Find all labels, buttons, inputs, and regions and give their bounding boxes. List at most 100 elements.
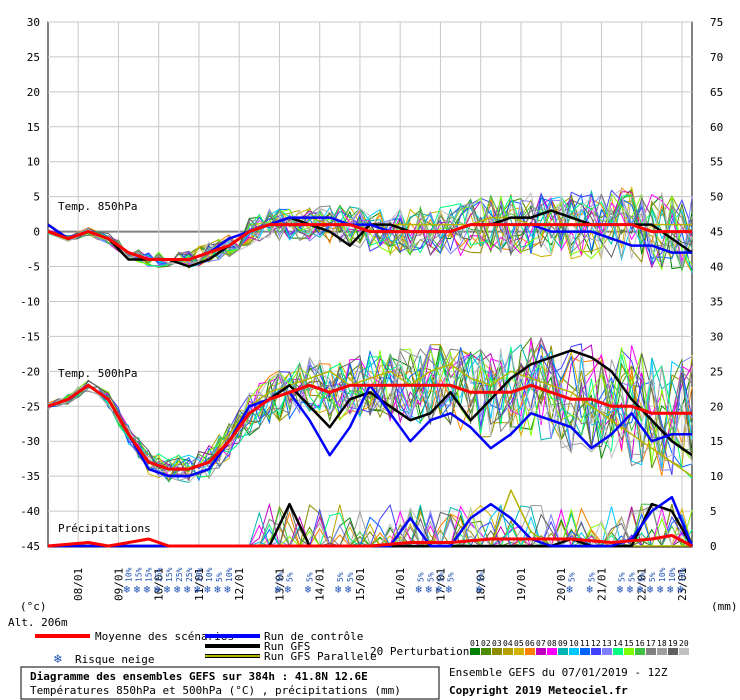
perturbation-line-t500: [47, 347, 693, 472]
right-tick-label: 75: [710, 16, 723, 29]
snow-risk-label: 5%: [628, 572, 637, 582]
right-tick-label: 40: [710, 261, 723, 274]
snowflake-icon: ❄: [164, 583, 171, 596]
palette-swatch: [657, 648, 667, 655]
snow-risk-label: 5%: [346, 572, 355, 582]
x-tick-label: 17/01: [434, 568, 447, 601]
snowflake-icon: ❄: [335, 583, 342, 596]
snow-risk-label: 5%: [336, 572, 345, 582]
snow-risk-label: 5%: [618, 572, 627, 582]
snow-risk-label: 5%: [426, 572, 435, 582]
perturbation-line-t500: [47, 353, 693, 482]
footer-title: Diagramme des ensembles GEFS sur 384h : …: [30, 670, 368, 683]
palette-swatch: [536, 648, 546, 655]
left-tick-label: 20: [27, 86, 40, 99]
right-tick-label: 5: [710, 505, 717, 518]
palette-swatch: [580, 648, 590, 655]
left-tick-label: 0: [33, 226, 40, 239]
snow-risk-label: 10%: [205, 567, 214, 582]
palette-id-label: 06: [525, 639, 535, 648]
palette-swatch: [481, 648, 491, 655]
panel-label-precip: Précipitations: [58, 522, 151, 535]
palette-swatch: [646, 648, 656, 655]
snow-risk-label: 5%: [416, 572, 425, 582]
left-unit: (°c): [20, 600, 47, 613]
x-tick-label: 20/01: [555, 568, 568, 601]
snow-risk-label: 25%: [175, 567, 184, 582]
snowflake-icon: ❄: [425, 583, 432, 596]
snowflake-icon: ❄: [134, 583, 141, 596]
palette-swatch: [558, 648, 568, 655]
palette-id-label: 08: [547, 639, 557, 648]
snowflake-icon: ❄: [53, 652, 62, 667]
palette-swatch: [668, 648, 678, 655]
snow-risk-label: 10%: [125, 567, 134, 582]
perturbation-line-t500: [47, 346, 693, 483]
palette-swatch: [613, 648, 623, 655]
palette-swatch: [569, 648, 579, 655]
legend-snow-label: Risque neige: [75, 653, 154, 666]
palette-swatch: [635, 648, 645, 655]
snowflake-icon: ❄: [586, 583, 593, 596]
palette-id-label: 03: [492, 639, 502, 648]
right-tick-label: 25: [710, 365, 723, 378]
left-tick-label: -15: [20, 330, 40, 343]
palette-swatch: [679, 648, 689, 655]
snowflake-icon: ❄: [204, 583, 211, 596]
snow-risk-label: 10%: [668, 567, 677, 582]
right-tick-label: 55: [710, 156, 723, 169]
snowflake-icon: ❄: [224, 583, 231, 596]
right-tick-label: 45: [710, 226, 723, 239]
snow-risk-label: 15%: [165, 567, 174, 582]
snow-risk-label: 25%: [155, 567, 164, 582]
palette-id-label: 12: [591, 639, 601, 648]
footer-copyright: Copyright 2019 Meteociel.fr: [449, 684, 628, 697]
palette-id-label: 04: [503, 639, 513, 648]
right-tick-label: 0: [710, 540, 717, 553]
palette-swatch: [547, 648, 557, 655]
footer-run-info: Ensemble GEFS du 07/01/2019 - 12Z: [449, 666, 668, 679]
snowflake-icon: ❄: [345, 583, 352, 596]
snowflake-icon: ❄: [677, 583, 684, 596]
left-tick-label: 25: [27, 51, 40, 64]
snowflake-icon: ❄: [415, 583, 422, 596]
snowflake-icon: ❄: [124, 583, 131, 596]
palette-swatch: [514, 648, 524, 655]
series-line-t850: [47, 223, 692, 261]
panel-label-t850: Temp. 850hPa: [58, 200, 137, 213]
main-series-lines: [47, 209, 694, 548]
x-tick-label: 22/01: [636, 568, 649, 601]
x-tick-label: 10/01: [153, 568, 166, 601]
series-line-precip: [48, 495, 694, 548]
palette-swatch: [492, 648, 502, 655]
left-tick-label: -30: [20, 435, 40, 448]
perturbation-line-t500: [47, 356, 693, 483]
right-tick-label: 20: [710, 400, 723, 413]
snowflake-icon: ❄: [194, 583, 201, 596]
perturbation-line-t850: [47, 194, 693, 273]
snowflake-icon: ❄: [144, 583, 151, 596]
left-tick-label: -5: [27, 261, 40, 274]
x-tick-label: 13/01: [273, 568, 286, 601]
snowflake-icon: ❄: [285, 583, 292, 596]
palette-id-label: 05: [514, 639, 524, 648]
snowflake-icon: ❄: [435, 583, 442, 596]
snow-risk-label: 5%: [306, 572, 315, 582]
right-tick-label: 65: [710, 86, 723, 99]
legend-control-label: Run de contrôle: [264, 630, 363, 643]
legend: Moyenne des scénarios ❄ Risque neige Run…: [35, 630, 689, 667]
snow-risk-label: 10%: [225, 567, 234, 582]
snowflake-icon: ❄: [627, 583, 634, 596]
legend-mean-label: Moyenne des scénarios: [95, 630, 234, 643]
right-tick-label: 60: [710, 121, 723, 134]
legend-gfs-label: Run GFS: [264, 640, 310, 653]
x-tick-label: 23/01: [676, 568, 689, 601]
palette-id-label: 19: [668, 639, 678, 648]
palette-id-label: 18: [657, 639, 667, 648]
palette-id-label: 15: [624, 639, 634, 648]
snowflake-icon: ❄: [446, 583, 453, 596]
x-tick-label: 08/01: [72, 568, 85, 601]
palette-id-label: 13: [602, 639, 612, 648]
snowflake-icon: ❄: [667, 583, 674, 596]
snowflake-icon: ❄: [214, 583, 221, 596]
